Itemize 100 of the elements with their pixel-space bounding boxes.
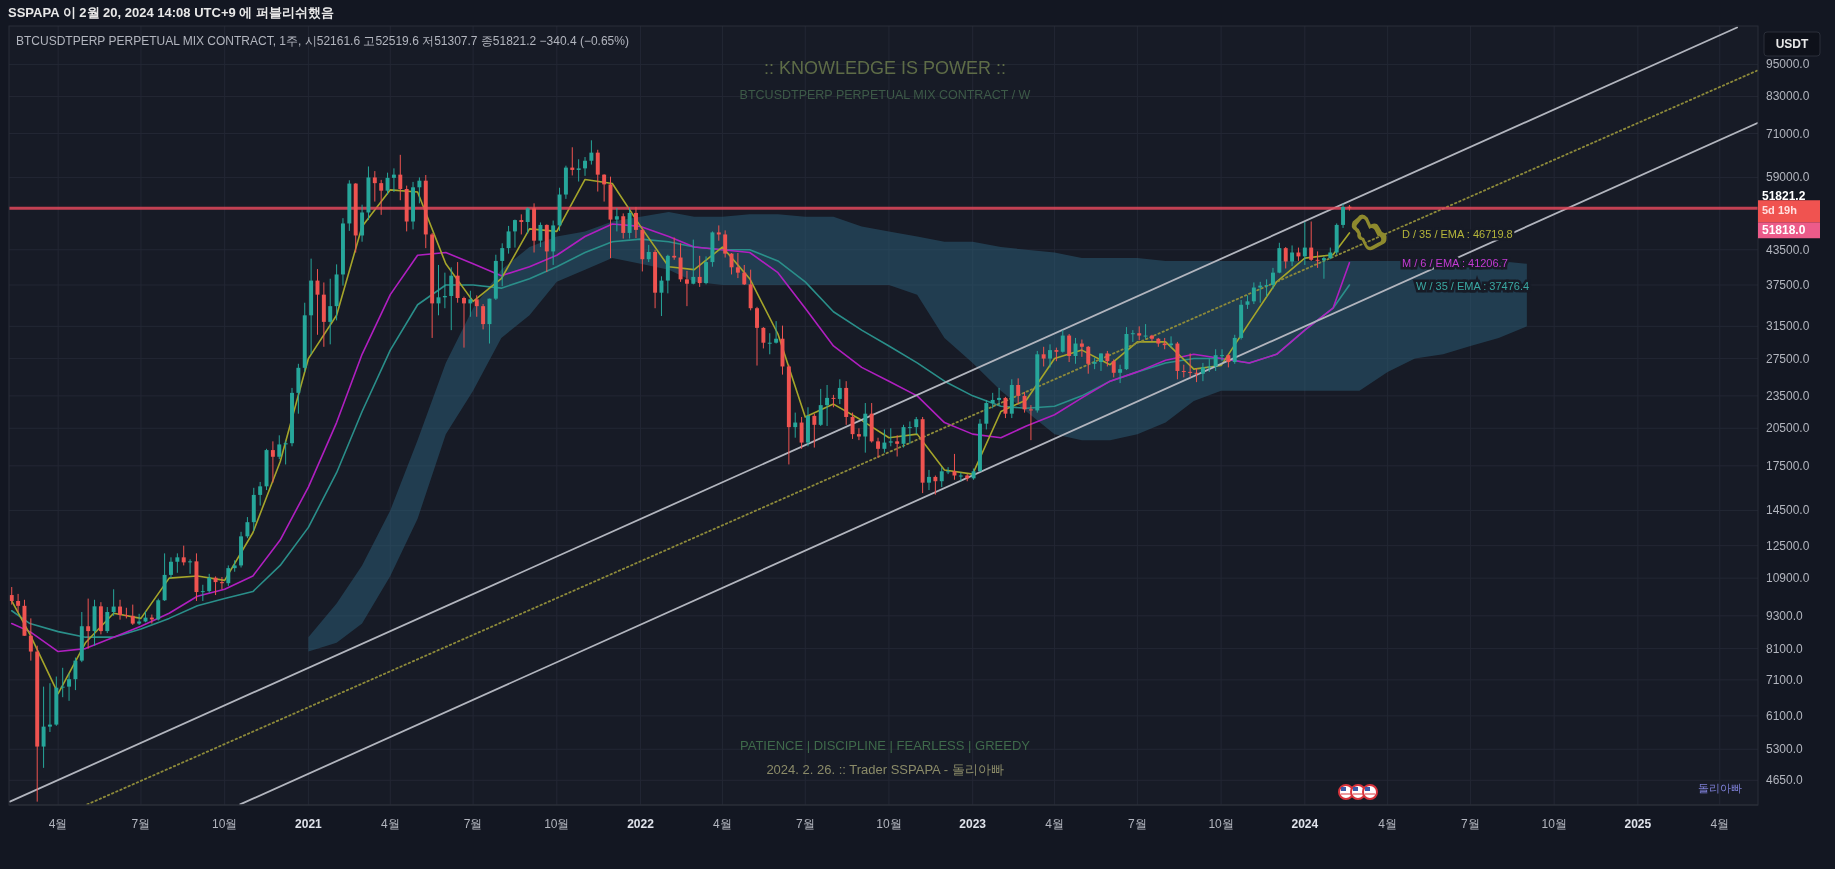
y-tick-label: 17500.0 [1766,458,1810,473]
candlestick [1143,323,1148,340]
candlestick [481,303,486,330]
text: SSPAPA 이 2월 20, 2024 14:08 UTC+9 에 퍼블리쉬했음 [8,5,334,20]
text: BTCUSDTPERP PERPETUAL MIX CONTRACT / W [739,88,1031,102]
annotation: 2024. 2. 26. :: Trader SSPAPA - 돌리아빠 [766,762,1004,777]
candlestick [997,387,1002,406]
x-tick-label: 4월 [1378,817,1397,831]
candlestick [277,434,282,460]
y-tick-label: 59000.0 [1766,170,1810,185]
candlestick [634,206,638,239]
y-tick-label: 7100.0 [1766,672,1804,687]
candlestick [614,207,619,232]
candlestick [799,416,804,450]
candlestick [576,158,581,182]
candlestick [837,378,842,405]
candlestick [627,206,632,240]
candlestick [1130,329,1135,343]
candlestick [876,437,881,459]
candlestick [697,255,702,288]
candlestick [678,242,683,283]
candlestick [462,296,466,349]
candlestick [417,176,422,204]
x-tick-label: 10월 [1208,817,1234,831]
candlestick [207,573,212,594]
x-tick-label: 2025 [1624,817,1652,831]
candlestick [621,212,626,240]
candlestick [1200,362,1205,382]
candlestick [812,413,817,449]
candlestick [1060,329,1065,354]
y-tick-label: 27500.0 [1766,351,1810,366]
candlestick [825,384,830,427]
x-tick-label: 2021 [295,817,323,831]
candlestick [118,599,122,621]
text: 51821.2 [1762,189,1806,204]
candlestick [1194,367,1199,383]
candlestick [175,552,180,574]
candlestick [1188,352,1193,378]
candlestick [723,229,728,259]
candlestick [863,402,868,454]
y-tick-label: 5300.0 [1766,742,1804,757]
x-tick-label: 2022 [627,817,655,831]
candlestick [28,617,33,662]
candlestick [704,255,709,285]
candlestick [137,613,142,626]
candlestick [1207,358,1212,373]
y-tick-label: 20500.0 [1766,421,1810,436]
candlestick [774,320,779,345]
candlestick [328,278,333,345]
candlestick [270,440,275,484]
y-tick-label: 95000.0 [1766,57,1810,72]
candlestick [67,672,72,702]
candlestick [1079,339,1084,358]
candlestick [1290,244,1295,267]
x-tick-label: 7월 [1461,817,1480,831]
candlestick [761,326,766,349]
x-tick-label: 10월 [1541,817,1567,831]
candlestick [385,172,390,196]
candlestick [169,556,173,579]
x-tick-label: 7월 [463,817,483,831]
candlestick [927,469,931,491]
candlestick [716,224,721,242]
y-tick-label: 6100.0 [1766,708,1804,723]
candlestick [86,598,91,650]
candlestick [684,270,689,307]
y-tick-label: 8100.0 [1766,641,1804,656]
candlestick [219,576,224,590]
text: :: KNOWLEDGE IS POWER :: [763,58,1007,78]
candlestick [1149,334,1154,342]
candlestick [360,204,365,243]
y-tick-label: 71000.0 [1766,126,1810,141]
candlestick [1003,396,1008,419]
candlestick [500,242,505,287]
annotation: W / 35 / EMA : 37476.4 [1416,280,1530,292]
candlestick [1302,221,1307,266]
candlestick [1251,281,1256,305]
candlestick [245,516,250,539]
candlestick [41,686,46,769]
candlestick [1118,364,1123,384]
candlestick [213,575,218,596]
candlestick [831,394,836,408]
y-tick-label: 37500.0 [1766,277,1810,292]
candlestick [755,306,759,367]
candlestick [398,154,403,201]
text: USDT [1775,37,1809,51]
candlestick [984,399,989,430]
candlestick [729,252,734,275]
x-tick-label: 4월 [48,817,68,831]
y-tick-label: 10900.0 [1766,571,1810,586]
candlestick [1283,246,1288,269]
candlestick [468,290,473,318]
y-tick-label: 4650.0 [1766,773,1804,788]
candlestick [691,239,696,285]
candlestick [672,237,677,261]
candlestick [895,434,900,458]
candlestick [188,558,193,575]
text: 5d 19h [1762,204,1798,217]
candlestick [73,657,78,691]
candlestick [538,221,543,248]
x-tick-label: 10월 [211,817,238,831]
